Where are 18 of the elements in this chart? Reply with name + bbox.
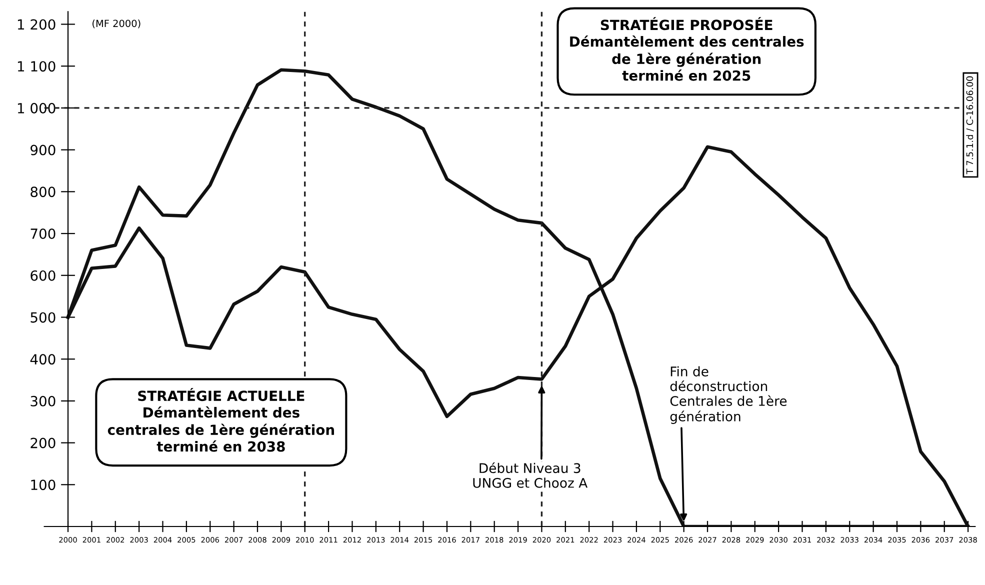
y-axis-title: (MF 2000) bbox=[92, 20, 140, 28]
y-tick-label: 400 bbox=[30, 354, 56, 365]
y-tick-label: 1 200 bbox=[18, 19, 56, 30]
y-tick-label: 600 bbox=[30, 270, 56, 281]
y-tick-label: 700 bbox=[30, 228, 56, 239]
y-tick-label: 1 000 bbox=[18, 102, 56, 114]
annotation: T 7.5.1.d / C-16.06.00 bbox=[966, 76, 974, 174]
y-tick-label: 900 bbox=[30, 144, 56, 156]
y-tick-label: 200 bbox=[30, 438, 56, 448]
annotation: Début Niveau 3 UNGG et Chooz A bbox=[473, 462, 588, 488]
annotation: STRATÉGIE PROPOSÉE Démantèlement des centrales de 1ère génération terminé en 2025 bbox=[570, 17, 804, 81]
annotation: Fin de déconstruction Centrales de 1ère génération bbox=[670, 366, 787, 424]
y-tick-label: 300 bbox=[30, 396, 56, 406]
y-tick-label: 1 100 bbox=[18, 61, 56, 72]
y-tick-label: 800 bbox=[30, 186, 56, 198]
annotation: STRATÉGIE ACTUELLE Démantèlement des centrales de 1ère génération terminé en 2038 bbox=[108, 388, 334, 452]
y-tick-label: 500 bbox=[30, 312, 56, 323]
y-tick-label: 100 bbox=[31, 480, 56, 490]
